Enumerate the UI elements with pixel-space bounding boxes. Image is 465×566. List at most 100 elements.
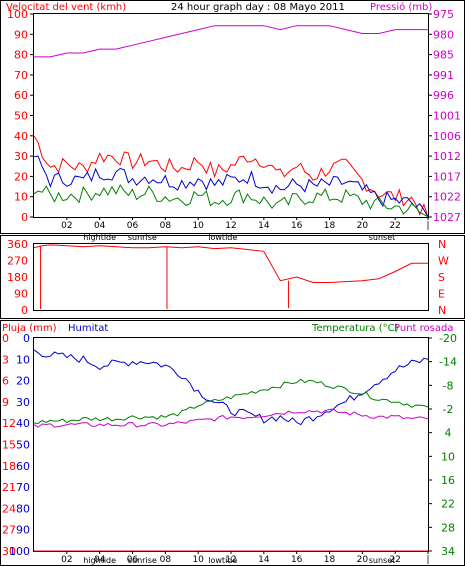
top-event-hightide: hightide	[83, 233, 116, 242]
bottom-x-tick-10: 10	[192, 555, 204, 565]
climate-plot-area	[33, 337, 429, 552]
top-x-tick-04: 04	[94, 221, 106, 231]
humidity-y-tick-0: 0	[23, 332, 30, 345]
humidity-y-tick-80: 80	[16, 502, 30, 515]
bottom-x-tick-12: 12	[225, 555, 236, 565]
direction-plot-area	[33, 243, 429, 311]
top-x-tick-18: 18	[324, 221, 336, 231]
wind-series-3	[33, 183, 429, 218]
wind-y-tick-50: 50	[14, 110, 28, 123]
wind-y-tick-80: 80	[14, 49, 28, 62]
wind-y-tick-100: 100	[7, 8, 28, 21]
dir-y-tick-360: 360	[7, 238, 28, 251]
dir-y-tick-270: 270	[7, 255, 28, 268]
temp-y-tick-16: 16	[441, 474, 455, 487]
bottom-x-tick-18: 18	[324, 555, 336, 565]
climate-series-Humitat	[33, 349, 429, 426]
wind-y-tick-40: 40	[14, 130, 28, 143]
wind-series-2	[33, 155, 429, 218]
bottom-event-lowtide: lowtide	[208, 556, 237, 565]
rain-y-tick-6: 6	[2, 375, 9, 388]
pressure-y-tick-1006: 1006	[433, 130, 461, 143]
wind-direction-series	[33, 244, 428, 283]
rain-y-tick-27: 27	[2, 524, 16, 537]
temp-y-tick--14: -14	[439, 356, 457, 369]
top-event-sunrise: sunrise	[128, 233, 157, 242]
bottom-event-sunset: sunset	[369, 556, 396, 565]
temp-y-tick--2: -2	[443, 403, 454, 416]
bottom-x-tick-16: 16	[291, 555, 303, 565]
wind-y-tick-0: 0	[21, 211, 28, 224]
dewpoint-header: Punt rosada	[394, 323, 453, 334]
wind-series-0	[34, 25, 428, 58]
rain-y-tick-12: 12	[2, 417, 16, 430]
temp-y-tick--8: -8	[443, 379, 454, 392]
bottom-x-tick-08: 08	[160, 555, 172, 565]
bottom-x-tick-02: 02	[61, 555, 72, 565]
climate-series-Punt rosada	[33, 408, 429, 428]
wind-series-1	[33, 135, 429, 218]
wind-y-tick-10: 10	[14, 191, 28, 204]
graph-date-title: 24 hour graph day : 08 Mayo 2011	[171, 2, 345, 13]
bottom-x-tick-04: 04	[94, 555, 106, 565]
wind-y-tick-20: 20	[14, 170, 28, 183]
top-x-tick-12: 12	[225, 221, 236, 231]
humidity-y-tick-20: 20	[16, 375, 30, 388]
pressure-y-tick-985: 985	[433, 49, 454, 62]
pressure-y-tick-991: 991	[433, 69, 454, 82]
rain-y-tick-9: 9	[2, 396, 9, 409]
bottom-event-sunrise: sunrise	[128, 556, 157, 565]
dir-y-tick-90: 90	[14, 288, 28, 301]
wind-y-tick-70: 70	[14, 69, 28, 82]
pressure-y-tick-1001: 1001	[433, 110, 461, 123]
humidity-header: Humitat	[68, 323, 108, 334]
pressure-y-tick-975: 975	[433, 8, 454, 21]
temp-y-tick--20: -20	[439, 332, 457, 345]
top-x-tick-06: 06	[127, 221, 139, 231]
bottom-event-hightide: hightide	[83, 556, 116, 565]
top-x-tick-08: 08	[160, 221, 172, 231]
temp-y-tick-22: 22	[441, 498, 455, 511]
pressure-y-tick-1012: 1012	[433, 150, 461, 163]
bottom-x-tick-14: 14	[258, 555, 270, 565]
rain-y-tick-24: 24	[2, 502, 16, 515]
humidity-y-tick-90: 90	[16, 524, 30, 537]
dir-compass-S-2: S	[438, 271, 445, 284]
humidity-y-tick-100: 100	[9, 545, 30, 558]
top-x-tick-14: 14	[258, 221, 270, 231]
bottom-x-tick-|: |	[426, 555, 429, 565]
humidity-y-tick-70: 70	[16, 481, 30, 494]
pressure-title: Pressió (mb)	[370, 1, 432, 13]
wind-plot-area	[33, 13, 429, 218]
dir-compass-N-0: N	[438, 238, 446, 251]
dir-compass-N-4: N	[438, 304, 446, 317]
humidity-y-tick-60: 60	[16, 460, 30, 473]
top-x-tick-10: 10	[192, 221, 204, 231]
climate-series-Temperatura	[33, 378, 429, 425]
top-x-tick-16: 16	[291, 221, 303, 231]
wind-y-tick-30: 30	[14, 150, 28, 163]
wind-y-tick-90: 90	[14, 28, 28, 41]
rain-y-tick-18: 18	[2, 460, 16, 473]
humidity-y-tick-50: 50	[16, 439, 30, 452]
dir-y-tick-180: 180	[7, 271, 28, 284]
rain-y-tick-21: 21	[2, 481, 16, 494]
pressure-y-tick-1022: 1022	[433, 191, 461, 204]
dir-compass-E-3: E	[438, 288, 445, 301]
bottom-x-tick-06: 06	[127, 555, 139, 565]
top-x-tick-22: 22	[389, 221, 400, 231]
humidity-y-tick-40: 40	[16, 417, 30, 430]
top-x-tick-|: |	[426, 221, 429, 231]
temp-y-tick-4: 4	[445, 427, 452, 440]
rain-y-tick-15: 15	[2, 439, 16, 452]
temp-y-tick-34: 34	[441, 545, 455, 558]
rain-header: Pluja (mm)	[2, 323, 57, 334]
wind-y-tick-60: 60	[14, 89, 28, 102]
top-x-tick-02: 02	[61, 221, 72, 231]
pressure-y-tick-1017: 1017	[433, 170, 461, 183]
pressure-y-tick-996: 996	[433, 89, 454, 102]
bottom-x-tick-22: 22	[389, 555, 400, 565]
rain-y-tick-3: 3	[2, 353, 9, 366]
